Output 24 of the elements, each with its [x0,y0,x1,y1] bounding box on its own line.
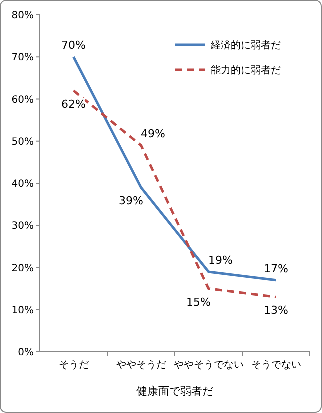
data-label: 19% [208,254,233,267]
data-label: 70% [62,39,86,52]
x-tick-label: そうでない [251,360,302,371]
data-label: 17% [264,262,288,276]
data-label: 49% [141,128,166,141]
data-label: 13% [264,304,288,318]
y-tick-label: 50% [12,136,34,148]
data-label: 15% [186,296,211,309]
y-tick-label: 20% [12,263,34,274]
y-tick-label: 80% [12,10,34,22]
y-tick-label: 70% [12,52,34,64]
x-tick-label: ややそうでない [174,360,244,371]
y-tick-label: 30% [12,221,34,232]
x-tick-label: そうだ [58,360,89,371]
legend-label: 経済的に弱者だ [210,40,281,52]
y-tick-label: 60% [12,94,34,106]
y-tick-label: 40% [12,179,34,190]
x-axis-title: 健康面で弱者だ [136,385,214,398]
data-label: 39% [119,194,144,208]
x-tick-label: ややそうだ [116,360,166,371]
legend-label: 能力的に弱者だ [211,64,281,76]
data-label: 62% [62,98,86,111]
y-tick-label: 10% [12,305,34,316]
y-tick-label: 0% [18,348,34,358]
